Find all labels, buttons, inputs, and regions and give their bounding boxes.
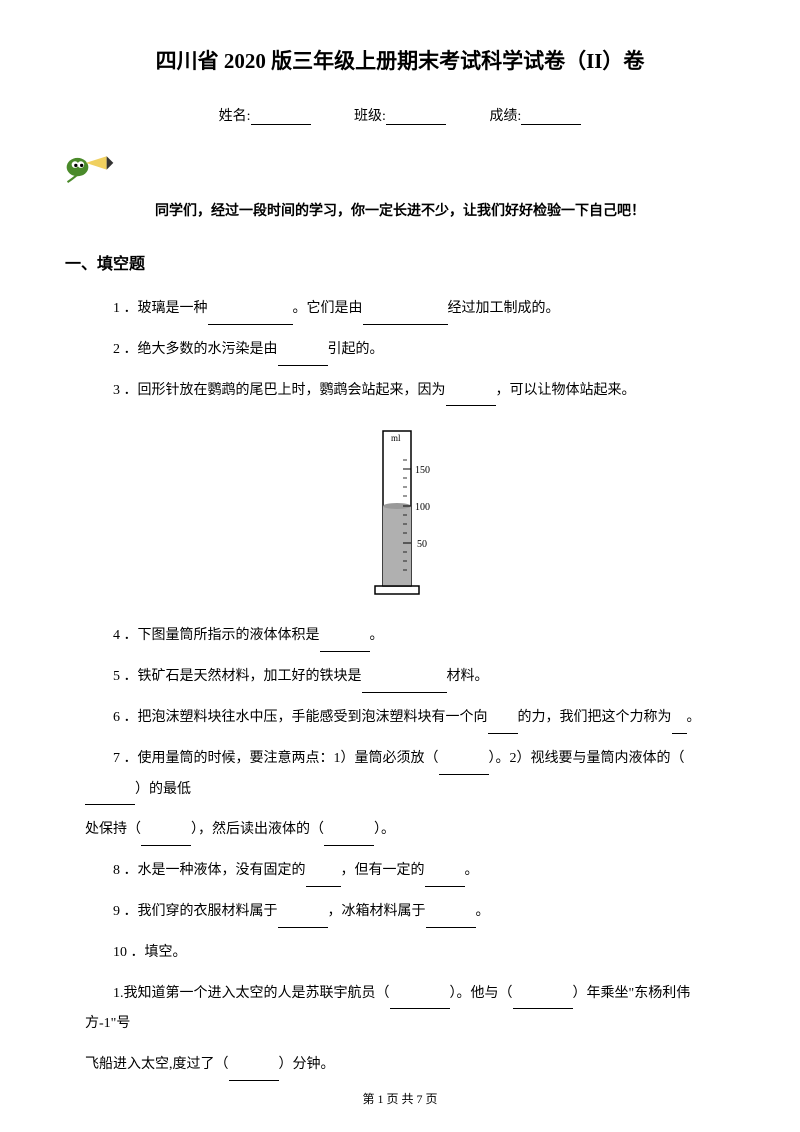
blank[interactable] — [85, 789, 135, 805]
blank[interactable] — [141, 830, 191, 846]
blank[interactable] — [278, 350, 328, 366]
question-6: 6 ．把泡沫塑料块往水中压，手能感受到泡沫塑料块有一个向的力，我们把这个力称为。 — [85, 703, 715, 734]
score-label: 成绩: — [489, 109, 521, 124]
blank[interactable] — [439, 759, 489, 775]
page-footer: 第 1 页 共 7 页 — [0, 1090, 800, 1107]
instruction-text: 同学们，经过一段时间的学习，你一定长进不少，让我们好好检验一下自己吧！ — [85, 200, 715, 220]
blank[interactable] — [306, 871, 341, 887]
question-7-cont: 处保持（），然后读出液体的（）。 — [85, 815, 715, 846]
blank[interactable] — [229, 1065, 279, 1081]
cylinder-diagram: ml 150 100 50 — [85, 421, 715, 606]
question-3: 3 ．回形针放在鹦鹉的尾巴上时，鹦鹉会站起来，因为，可以让物体站起来。 — [85, 376, 715, 407]
section-title: 一、填空题 — [65, 250, 715, 274]
blank[interactable] — [362, 677, 447, 693]
svg-text:150: 150 — [415, 465, 430, 476]
question-9: 9 ．我们穿的衣服材料属于，冰箱材料属于。 — [85, 897, 715, 928]
blank[interactable] — [363, 309, 448, 325]
blank[interactable] — [513, 993, 573, 1009]
class-label: 班级: — [354, 109, 386, 124]
question-8: 8 ．水是一种液体，没有固定的，但有一定的。 — [85, 856, 715, 887]
class-blank[interactable] — [386, 109, 446, 125]
info-row: 姓名: 班级: 成绩: — [85, 105, 715, 125]
score-blank[interactable] — [521, 109, 581, 125]
svg-text:100: 100 — [415, 502, 430, 513]
question-5: 5 ．铁矿石是天然材料，加工好的铁块是材料。 — [85, 662, 715, 693]
question-2: 2 ．绝大多数的水污染是由引起的。 — [85, 335, 715, 366]
question-10: 10 ．填空。 — [85, 938, 715, 969]
blank[interactable] — [324, 830, 374, 846]
blank[interactable] — [425, 871, 465, 887]
blank[interactable] — [390, 993, 450, 1009]
blank[interactable] — [426, 912, 476, 928]
blank[interactable] — [278, 912, 328, 928]
blank[interactable] — [488, 718, 518, 734]
question-7: 7 ．使用量筒的时候，要注意两点：1）量筒必须放（）。2）视线要与量筒内液体的（… — [85, 744, 715, 806]
exam-title: 四川省 2020 版三年级上册期末考试科学试卷（II）卷 — [85, 45, 715, 75]
blank[interactable] — [208, 309, 293, 325]
question-10-1-cont: 飞船进入太空,度过了（）分钟。 — [85, 1050, 715, 1081]
blank[interactable] — [320, 636, 370, 652]
svg-text:ml: ml — [391, 433, 401, 443]
question-10-1: 1.我知道第一个进入太空的人是苏联宇航员（）。他与（）年乘坐"东杨利伟方-1"号 — [85, 979, 715, 1041]
question-4: 4 ．下图量筒所指示的液体体积是。 — [85, 621, 715, 652]
blank[interactable] — [672, 718, 687, 734]
name-label: 姓名: — [219, 109, 251, 124]
svg-text:50: 50 — [417, 539, 427, 550]
pencil-icon — [85, 145, 715, 200]
blank[interactable] — [446, 390, 496, 406]
name-blank[interactable] — [251, 109, 311, 125]
question-1: 1 ．玻璃是一种。它们是由经过加工制成的。 — [85, 294, 715, 325]
